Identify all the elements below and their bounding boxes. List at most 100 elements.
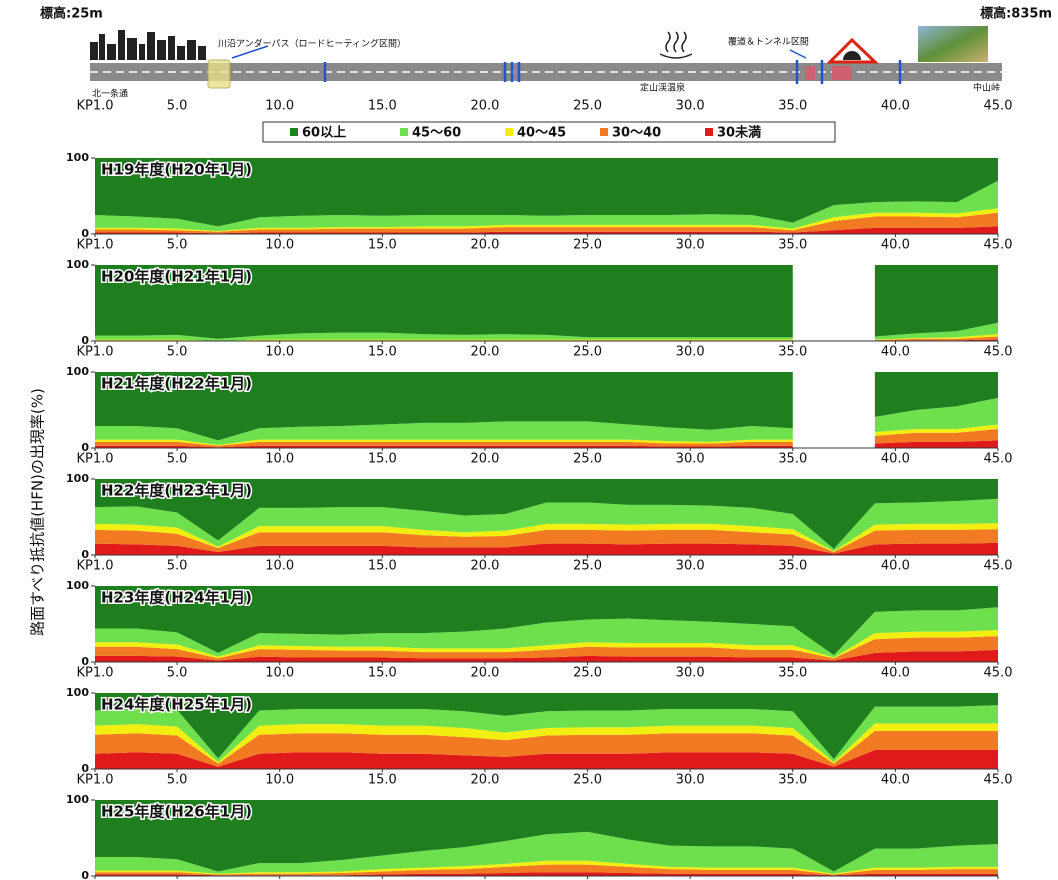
x-tick-label: 5.0 [167,452,188,467]
panel-title: H23年度(H24年1月) [101,589,252,607]
legend-swatch [505,128,513,136]
road-kp-label: KP1.0 [76,99,113,114]
panel-title: H24年度(H25年1月) [101,696,252,714]
x-tick-label: 25.0 [573,773,602,788]
chart: 標高:25m 標高:835m 川沿アンダーパス（ロードヒーティング区間） 覆道＆… [0,0,1058,880]
x-tick-label: 30.0 [676,773,705,788]
x-tick-label: 5.0 [167,345,188,360]
x-tick-label: KP1.0 [76,452,113,467]
panel-title: H22年度(H23年1月) [101,482,252,500]
x-tick-label: 5.0 [167,238,188,253]
x-tick-label: 25.0 [573,559,602,574]
road-kp-label: 40.0 [881,99,910,114]
mountain-image [918,26,988,62]
elevation-right: 標高:835m [980,6,1052,22]
legend-swatch [400,128,408,136]
y-tick-label: 100 [66,579,89,592]
x-tick-label: 30.0 [676,666,705,681]
road-kp-label: 25.0 [573,99,602,114]
x-tick-label: 20.0 [470,238,499,253]
x-tick-label: KP1.0 [76,773,113,788]
x-tick-label: 15.0 [368,666,397,681]
panel-title: H19年度(H20年1月) [101,161,252,179]
legend-swatch [290,128,298,136]
panel-title: H20年度(H21年1月) [101,268,252,286]
elevation-left: 標高:25m [40,6,103,22]
panel-title: H25年度(H26年1月) [101,803,252,821]
x-tick-label: 45.0 [984,559,1013,574]
page: {"road": {"elevation_left": "標高:25m", "e… [0,0,1058,880]
x-tick-label: 10.0 [265,773,294,788]
x-tick-label: 15.0 [368,773,397,788]
x-tick-label: 10.0 [265,452,294,467]
x-tick-label: 45.0 [984,666,1013,681]
x-tick-label: 10.0 [265,559,294,574]
x-tick-label: KP1.0 [76,345,113,360]
legend-label: 40〜45 [517,126,566,141]
x-tick-label: 20.0 [470,559,499,574]
road-label: 定山渓温泉 [640,82,685,94]
x-tick-label: 30.0 [676,452,705,467]
x-tick-label: 15.0 [368,559,397,574]
x-tick-label: 15.0 [368,452,397,467]
x-tick-label: 35.0 [778,238,807,253]
x-tick-label: 20.0 [470,666,499,681]
x-tick-label: 10.0 [265,666,294,681]
x-tick-label: 40.0 [881,559,910,574]
x-tick-label: 20.0 [470,452,499,467]
y-tick-label: 100 [66,151,89,164]
road-label: 川沿アンダーパス（ロードヒーティング区間） [218,38,406,50]
y-tick-label: 100 [66,365,89,378]
x-tick-label: 25.0 [573,666,602,681]
road-label: 覆道＆トンネル区間 [728,36,809,48]
road-kp-label: 15.0 [368,99,397,114]
x-tick-label: 10.0 [265,238,294,253]
road-kp-label: 35.0 [778,99,807,114]
skyline [90,30,206,60]
road-kp-label: 30.0 [676,99,705,114]
y-tick-label: 100 [66,686,89,699]
x-tick-label: KP1.0 [76,666,113,681]
x-tick-label: 15.0 [368,238,397,253]
x-tick-label: 5.0 [167,773,188,788]
legend-label: 45〜60 [412,126,461,141]
x-tick-label: 5.0 [167,559,188,574]
x-tick-label: 40.0 [881,345,910,360]
road-kp-label: 10.0 [265,99,294,114]
x-tick-label: 5.0 [167,666,188,681]
x-tick-label: 30.0 [676,559,705,574]
legend-label: 30〜40 [612,126,661,141]
panel-title: H21年度(H22年1月) [101,375,252,393]
x-tick-label: 35.0 [778,559,807,574]
x-tick-label: 45.0 [984,238,1013,253]
x-tick-label: 40.0 [881,452,910,467]
legend-label: 60以上 [302,126,346,141]
y-tick-label: 100 [66,472,89,485]
x-tick-label: KP1.0 [76,559,113,574]
x-tick-label: 20.0 [470,345,499,360]
x-tick-label: 40.0 [881,238,910,253]
x-tick-label: 35.0 [778,773,807,788]
x-tick-label: 35.0 [778,452,807,467]
y-tick-label: 100 [66,793,89,806]
x-tick-label: 45.0 [984,773,1013,788]
y-tick-label: 0 [81,869,89,880]
x-tick-label: 35.0 [778,345,807,360]
x-tick-label: 15.0 [368,345,397,360]
x-tick-label: 45.0 [984,452,1013,467]
legend-swatch [705,128,713,136]
x-tick-label: KP1.0 [76,238,113,253]
legend-label: 30未満 [717,125,761,141]
x-tick-label: 30.0 [676,345,705,360]
x-tick-label: 25.0 [573,452,602,467]
road-label: 中山峠 [973,82,1000,94]
legend-swatch [600,128,608,136]
x-tick-label: 25.0 [573,238,602,253]
y-tick-label: 100 [66,258,89,271]
x-tick-label: 45.0 [984,345,1013,360]
y-axis-label: 路面すべり抵抗値(HFN)の出現率(%) [29,388,47,636]
x-tick-label: 10.0 [265,345,294,360]
x-tick-label: 40.0 [881,666,910,681]
road-kp-label: 45.0 [984,99,1013,114]
road-kp-label: 20.0 [470,99,499,114]
